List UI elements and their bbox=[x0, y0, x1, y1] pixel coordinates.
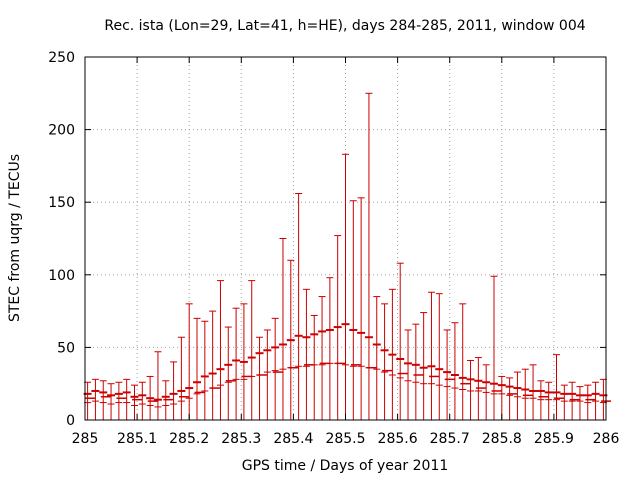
data-point bbox=[130, 384, 139, 420]
data-point bbox=[489, 275, 498, 420]
data-point bbox=[200, 320, 209, 420]
x-tick-label: 285.3 bbox=[221, 431, 261, 447]
x-tick-label: 285.4 bbox=[273, 431, 313, 447]
x-tick-label: 285 bbox=[72, 431, 99, 447]
data-point bbox=[107, 383, 116, 420]
data-point bbox=[450, 322, 459, 420]
data-point bbox=[505, 377, 514, 420]
data-point bbox=[466, 359, 475, 420]
data-point bbox=[185, 303, 194, 420]
data-point bbox=[278, 238, 287, 420]
data-point bbox=[513, 371, 522, 420]
x-tick-label: 285.6 bbox=[378, 431, 418, 447]
data-point bbox=[333, 235, 342, 420]
data-point bbox=[193, 317, 202, 420]
data-point bbox=[482, 364, 491, 420]
data-point bbox=[380, 303, 389, 420]
chart-title: Rec. ista (Lon=29, Lat=41, h=HE), days 2… bbox=[104, 18, 585, 34]
data-point bbox=[247, 280, 256, 420]
data-point bbox=[419, 312, 428, 420]
data-point bbox=[568, 381, 577, 420]
axes: 285 285.1 285.2 285.3 285.4 285.5 285.6 285.7 28… bbox=[48, 50, 619, 447]
data-point bbox=[372, 296, 381, 420]
data-point bbox=[169, 361, 178, 420]
data-point bbox=[575, 386, 584, 420]
data-point bbox=[544, 381, 553, 420]
data-point bbox=[271, 317, 280, 420]
y-axis-label: STEC from uqrg / TECUs bbox=[7, 154, 23, 322]
data-series bbox=[83, 92, 611, 420]
y-tick-label: 100 bbox=[48, 268, 75, 284]
data-point bbox=[114, 381, 123, 420]
y-tick-label: 0 bbox=[66, 413, 75, 429]
data-point bbox=[99, 380, 108, 420]
data-point bbox=[232, 307, 241, 420]
data-point bbox=[443, 329, 452, 420]
y-tick-label: 50 bbox=[57, 340, 75, 356]
data-point bbox=[294, 192, 303, 420]
data-point bbox=[302, 288, 311, 420]
data-point bbox=[177, 336, 186, 420]
data-point bbox=[122, 378, 131, 420]
x-tick-label: 286 bbox=[593, 431, 620, 447]
y-tick-label: 150 bbox=[48, 195, 75, 211]
y-tick-label: 200 bbox=[48, 123, 75, 139]
data-point bbox=[497, 375, 506, 420]
data-point bbox=[263, 329, 272, 420]
data-point bbox=[560, 384, 569, 420]
data-point bbox=[474, 357, 483, 420]
data-point bbox=[341, 153, 350, 420]
x-tick-label: 285.2 bbox=[169, 431, 209, 447]
data-point bbox=[349, 200, 358, 420]
x-tick-label: 285.7 bbox=[430, 431, 470, 447]
data-point bbox=[396, 262, 405, 420]
data-point bbox=[91, 378, 100, 420]
x-tick-label: 285.5 bbox=[325, 431, 365, 447]
data-point bbox=[529, 364, 538, 420]
data-point bbox=[161, 380, 170, 420]
data-point bbox=[521, 368, 530, 420]
data-point bbox=[458, 303, 467, 420]
data-point bbox=[435, 293, 444, 420]
data-point bbox=[388, 288, 397, 420]
data-point bbox=[239, 303, 248, 420]
data-point bbox=[224, 326, 233, 420]
data-point bbox=[318, 296, 327, 420]
data-point bbox=[591, 381, 600, 420]
data-point bbox=[411, 323, 420, 420]
data-point bbox=[357, 197, 366, 420]
x-tick-label: 285.8 bbox=[482, 431, 522, 447]
x-tick-label: 285.9 bbox=[534, 431, 574, 447]
data-point bbox=[310, 314, 319, 420]
data-point bbox=[583, 384, 592, 420]
y-tick-label: 250 bbox=[48, 50, 75, 66]
data-point bbox=[427, 291, 436, 420]
data-point bbox=[552, 354, 561, 420]
data-point bbox=[138, 381, 147, 420]
x-axis-label: GPS time / Days of year 2011 bbox=[242, 458, 449, 474]
data-point bbox=[216, 280, 225, 420]
x-tick-label: 285.1 bbox=[117, 431, 157, 447]
data-point bbox=[153, 351, 162, 420]
data-point bbox=[404, 329, 413, 420]
